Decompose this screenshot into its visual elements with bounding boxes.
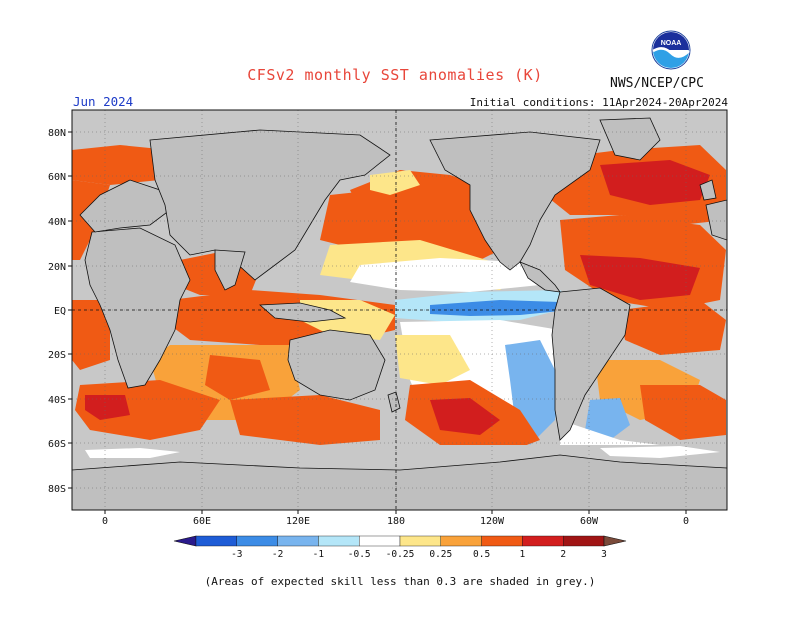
- lon-tick-label: 120E: [286, 516, 310, 527]
- lat-tick-label: 20S: [48, 350, 66, 361]
- anomaly-region: [72, 300, 110, 370]
- land-indonesia: [258, 302, 347, 323]
- lon-tick-label: 60W: [580, 516, 599, 527]
- colorbar-tick-label: 0.25: [429, 549, 452, 560]
- colorbar-swatch: [318, 535, 360, 547]
- agency-label: NWS/NCEP/CPC: [610, 76, 704, 91]
- colorbar-arrow-low: [173, 535, 197, 547]
- colorbar-tick-label: 2: [560, 549, 566, 560]
- colorbar-tick-label: 0.5: [473, 549, 490, 560]
- anomaly-region: [230, 395, 380, 445]
- longitude-axis: 0 60E 120E 180 120W 60W 0: [102, 510, 689, 527]
- colorbar-arrow-high: [603, 535, 627, 547]
- land-africa: [84, 227, 191, 389]
- anomaly-region: [585, 398, 630, 440]
- colorbar-swatch: [440, 535, 482, 547]
- land-india: [214, 249, 246, 291]
- lat-tick-label: 20N: [48, 262, 66, 273]
- colorbar-swatch: [563, 535, 605, 547]
- land-south-america: [551, 287, 631, 441]
- land-new-zealand: [387, 391, 401, 413]
- anomaly-region: [430, 398, 500, 435]
- lat-tick-label: 60S: [48, 439, 66, 450]
- lon-tick-label: 60E: [193, 516, 211, 527]
- colorbar-swatch: [399, 535, 441, 547]
- skill-footnote: (Areas of expected skill less than 0.3 a…: [204, 575, 596, 588]
- land-greenland: [599, 117, 661, 161]
- land-asia: [149, 129, 391, 281]
- latitude-axis: 80N 60N 40N 20N EQ 20S 40S 60S 80S: [48, 128, 72, 495]
- colorbar-swatch: [359, 535, 401, 547]
- colorbar-swatch: [236, 535, 278, 547]
- colorbar-tick-label: -3: [231, 549, 242, 560]
- colorbar-tick-label: -0.25: [386, 549, 415, 560]
- colorbar-tick-label: 1: [520, 549, 526, 560]
- anomaly-region: [600, 160, 710, 205]
- anomaly-region: [395, 335, 470, 385]
- colorbar-swatch: [277, 535, 319, 547]
- colorbar: -3 -2 -1 -0.5 -0.25 0.25 0.5 1 2 3: [173, 535, 627, 560]
- lat-tick-label: 40N: [48, 217, 66, 228]
- colorbar-swatch: [522, 535, 564, 547]
- colorbar-tick-label: -0.5: [348, 549, 371, 560]
- anomaly-region: [370, 170, 420, 195]
- anomaly-region: [85, 448, 180, 458]
- colorbar-tick-label: -1: [313, 549, 325, 560]
- lat-tick-label: 60N: [48, 172, 66, 183]
- lat-tick-label: 80S: [48, 484, 66, 495]
- colorbar-tick-label: 3: [601, 549, 607, 560]
- initial-conditions: Initial conditions: 11Apr2024-20Apr2024: [469, 96, 728, 109]
- land-antarctica: [72, 454, 727, 510]
- land-uk: [699, 179, 717, 201]
- lat-tick-label: 40S: [48, 395, 66, 406]
- lon-tick-label: 0: [683, 516, 689, 527]
- land-masses: [72, 117, 727, 510]
- lon-tick-label: 0: [102, 516, 108, 527]
- land-australia: [287, 329, 386, 401]
- colorbar-swatch: [195, 535, 237, 547]
- lat-tick-label: 80N: [48, 128, 66, 139]
- anomaly-region: [205, 355, 270, 400]
- logo-text: NOAA: [661, 40, 682, 47]
- anomaly-region: [620, 300, 726, 355]
- lon-tick-label: 120W: [480, 516, 505, 527]
- lat-tick-label: EQ: [54, 306, 66, 317]
- forecast-month: Jun 2024: [73, 94, 134, 109]
- anomaly-region: [600, 446, 720, 458]
- colorbar-swatch: [481, 535, 523, 547]
- anomaly-region: [430, 300, 570, 316]
- colorbar-tick-label: -2: [272, 549, 283, 560]
- land-europe-east-edge: [705, 199, 727, 241]
- anomaly-region: [85, 395, 130, 420]
- anomaly-region: [350, 258, 540, 292]
- noaa-logo: NOAA: [651, 30, 691, 70]
- lon-tick-label: 180: [387, 516, 405, 527]
- anomaly-region: [580, 255, 700, 300]
- map-title: CFSv2 monthly SST anomalies (K): [247, 66, 543, 84]
